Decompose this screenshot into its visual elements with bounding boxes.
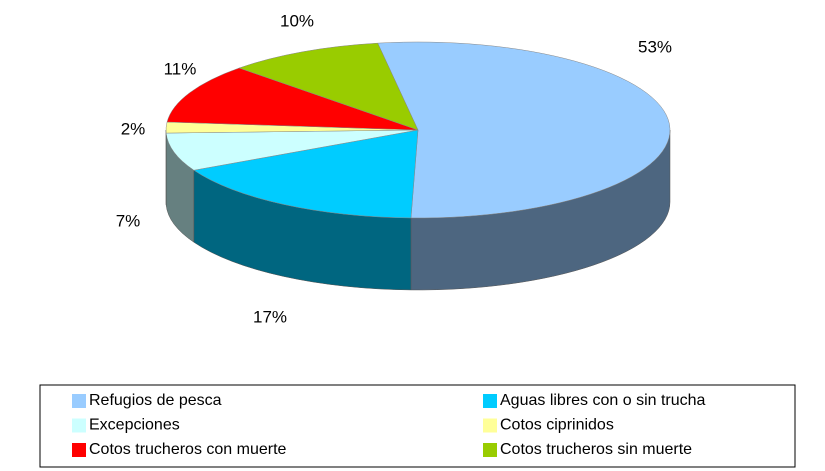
legend-swatch (483, 443, 497, 457)
legend: Refugios de pesca Aguas libres con o sin … (72, 392, 706, 458)
legend-swatch (72, 394, 86, 408)
pie-slice (193, 129, 419, 219)
legend-label: Aguas libres con o sin trucha (500, 392, 706, 409)
pie-slice (238, 42, 419, 131)
data-label: 2% (121, 119, 146, 138)
legend-label: Cotos trucheros sin muerte (500, 441, 692, 458)
legend-swatch (483, 418, 497, 433)
pie-tops (165, 41, 671, 219)
pie-slice (166, 67, 419, 131)
legend-label: Excepciones (89, 417, 180, 434)
data-label: 11% (164, 59, 197, 78)
data-label: 10% (280, 11, 314, 30)
pie-slice (165, 129, 419, 171)
data-label: 7% (116, 211, 141, 230)
legend-label: Cotos ciprinidos (500, 417, 614, 434)
legend-box (39, 384, 796, 468)
data-label: 53% (638, 37, 672, 56)
legend-swatch (483, 394, 497, 408)
legend-swatch (72, 443, 86, 457)
data-label: 17% (253, 307, 287, 326)
pie-sides (165, 129, 671, 291)
pie-slice (377, 41, 671, 219)
legend-swatch (72, 418, 86, 433)
legend-label: Refugios de pesca (89, 392, 222, 409)
legend-label: Cotos trucheros con muerte (89, 441, 287, 458)
